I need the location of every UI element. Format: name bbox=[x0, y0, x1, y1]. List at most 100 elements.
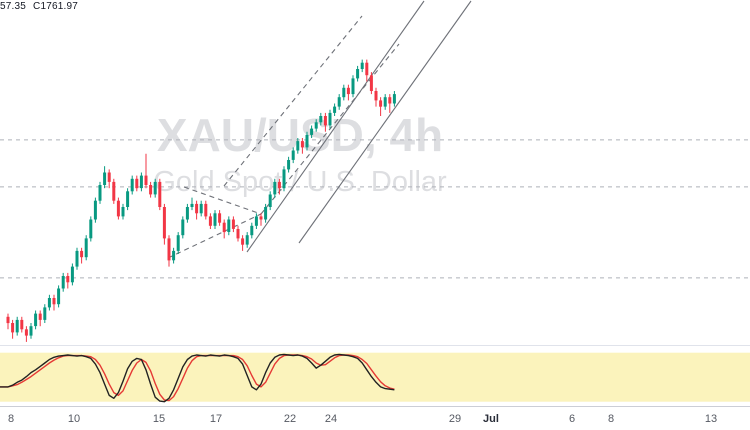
ohlc-low-fragment: 57.35 bbox=[0, 1, 27, 12]
ohlc-readout: 57.35 C1761.97 bbox=[0, 1, 85, 12]
candle-body bbox=[84, 238, 88, 258]
candle-body bbox=[185, 207, 189, 220]
candle-body bbox=[103, 172, 107, 185]
candle-body bbox=[337, 97, 341, 107]
time-axis-label: 24 bbox=[324, 413, 338, 425]
candle-body bbox=[158, 181, 162, 207]
time-axis-label: 17 bbox=[209, 413, 223, 425]
candle-body bbox=[181, 219, 185, 236]
candle-body bbox=[93, 200, 97, 220]
time-axis-label: 8 bbox=[607, 413, 615, 425]
candle-body bbox=[195, 203, 199, 214]
candle-body bbox=[43, 307, 47, 320]
candle-body bbox=[47, 298, 51, 308]
candle-body bbox=[29, 326, 33, 336]
candle-body bbox=[199, 203, 203, 214]
candle-body bbox=[369, 75, 373, 91]
candle-body bbox=[264, 207, 268, 220]
candle-body bbox=[254, 216, 258, 226]
candle-body bbox=[38, 313, 42, 320]
candle-body bbox=[167, 238, 171, 261]
candle-body bbox=[282, 169, 286, 189]
time-axis-label: 13 bbox=[704, 413, 718, 425]
trendline-dashed bbox=[260, 43, 400, 215]
time-axis-label: 15 bbox=[152, 413, 166, 425]
candle-body bbox=[259, 216, 263, 220]
candle-body bbox=[356, 69, 360, 79]
candle-body bbox=[291, 150, 295, 160]
candle-body bbox=[268, 194, 272, 207]
candle-body bbox=[379, 100, 383, 107]
price-pane-candles bbox=[6, 59, 396, 342]
candle-body bbox=[89, 219, 93, 239]
candle-body bbox=[300, 141, 304, 148]
candle-body bbox=[231, 219, 235, 229]
candle-body bbox=[314, 122, 318, 129]
candle-body bbox=[323, 116, 327, 126]
candle-body bbox=[342, 87, 346, 98]
trendline-dashed bbox=[167, 213, 262, 259]
candle-body bbox=[296, 141, 300, 151]
candle-body bbox=[61, 276, 65, 289]
candle-body bbox=[121, 207, 125, 217]
candle-body bbox=[351, 78, 355, 95]
candle-body bbox=[277, 181, 281, 189]
candle-body bbox=[346, 87, 350, 95]
stochastic-band bbox=[0, 352, 750, 402]
candle-body bbox=[319, 116, 323, 123]
trendline-solid bbox=[246, 0, 425, 253]
candle-body bbox=[130, 178, 134, 192]
candle-body bbox=[383, 97, 387, 107]
candle-body bbox=[172, 250, 176, 261]
candle-body bbox=[360, 62, 364, 69]
candle-body bbox=[287, 160, 291, 170]
candle-body bbox=[75, 250, 79, 267]
candle-body bbox=[116, 200, 120, 217]
candle-body bbox=[374, 91, 378, 101]
candle-body bbox=[250, 225, 254, 236]
candle-body bbox=[6, 316, 10, 324]
time-axis-label: 29 bbox=[448, 413, 462, 425]
candle-body bbox=[126, 191, 130, 207]
trendline-dashed bbox=[183, 186, 262, 215]
candle-body bbox=[98, 185, 102, 201]
candle-body bbox=[392, 94, 396, 104]
trendline-dashed bbox=[223, 15, 363, 187]
ohlc-close-value: C1761.97 bbox=[33, 1, 79, 12]
candle-body bbox=[176, 235, 180, 251]
candle-body bbox=[222, 222, 226, 233]
candle-body bbox=[273, 181, 277, 195]
time-axis[interactable]: 8 10 15 17 22 24 29 Jul 6 8 13 bbox=[0, 406, 750, 430]
candle-body bbox=[52, 298, 56, 305]
price-levels bbox=[0, 139, 750, 279]
candle-body bbox=[107, 172, 111, 182]
candle-body bbox=[57, 288, 61, 305]
time-axis-label: 22 bbox=[283, 413, 297, 425]
trendline-solid bbox=[298, 0, 472, 244]
candle-body bbox=[245, 235, 249, 245]
trendline-drawings bbox=[167, 0, 472, 259]
candle-body bbox=[34, 313, 38, 327]
time-axis-label: 10 bbox=[67, 413, 81, 425]
candle-body bbox=[333, 106, 337, 113]
candle-body bbox=[236, 229, 240, 239]
time-axis-label: 8 bbox=[7, 413, 15, 425]
candle-body bbox=[80, 250, 84, 258]
candle-body bbox=[305, 134, 309, 148]
oscillator-pane bbox=[0, 352, 750, 403]
candle-body bbox=[144, 175, 148, 185]
candle-body bbox=[241, 238, 245, 245]
candle-body bbox=[149, 185, 153, 195]
candle-body bbox=[365, 62, 369, 76]
candle-body bbox=[139, 175, 143, 189]
candle-body bbox=[213, 213, 217, 226]
candle-body bbox=[135, 178, 139, 189]
candle-body bbox=[66, 276, 70, 283]
candle-body bbox=[310, 128, 314, 135]
candle-body bbox=[227, 219, 231, 232]
candle-body bbox=[328, 112, 332, 126]
candle-body bbox=[162, 207, 166, 239]
time-axis-label: 6 bbox=[568, 413, 576, 425]
